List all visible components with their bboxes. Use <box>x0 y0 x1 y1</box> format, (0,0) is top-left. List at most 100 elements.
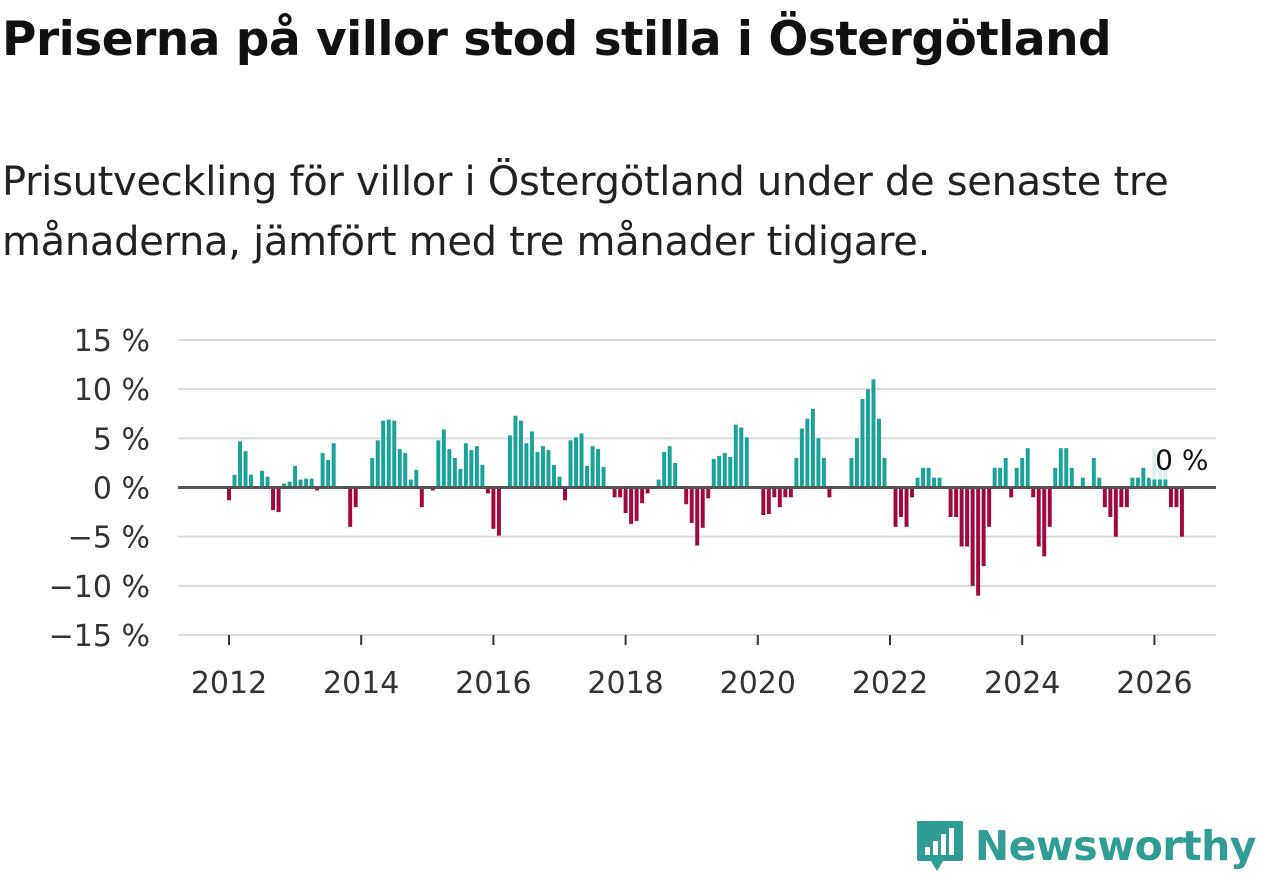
bar <box>717 456 722 488</box>
x-tick-label: 2018 <box>587 666 663 701</box>
bar <box>987 487 992 527</box>
x-tick-label: 2020 <box>720 666 796 701</box>
bar <box>249 474 254 488</box>
bar <box>243 451 248 488</box>
bar <box>733 424 738 488</box>
bar <box>540 446 545 488</box>
bar <box>629 487 634 524</box>
bar <box>794 458 799 488</box>
newsworthy-logo: Newsworthy <box>913 817 1257 875</box>
bar <box>695 487 700 546</box>
bar <box>810 408 815 488</box>
bar <box>381 420 386 488</box>
bar <box>662 452 667 488</box>
bar <box>667 446 672 488</box>
bar <box>926 467 931 488</box>
bar <box>899 487 903 517</box>
bar <box>1130 477 1135 488</box>
bar <box>816 438 821 488</box>
bar <box>788 487 793 498</box>
bar <box>1047 487 1052 527</box>
bar <box>970 487 975 586</box>
bar <box>1064 448 1069 488</box>
bar <box>761 487 766 516</box>
bar <box>921 467 926 488</box>
bar <box>1042 487 1047 557</box>
bar <box>932 477 937 488</box>
bar <box>326 459 331 488</box>
bar <box>1091 458 1096 488</box>
bar <box>640 487 645 504</box>
y-tick-label: 10 % <box>74 373 150 408</box>
bar <box>265 476 270 488</box>
bar <box>287 481 292 488</box>
bar <box>513 415 518 488</box>
bar <box>959 487 964 547</box>
bar <box>865 389 870 488</box>
bar <box>1168 487 1173 508</box>
bar <box>777 487 782 508</box>
bar <box>419 487 424 508</box>
bar <box>1097 477 1102 488</box>
bar <box>904 487 909 527</box>
bar <box>1141 467 1146 488</box>
bar <box>877 418 881 488</box>
bar <box>557 476 562 488</box>
y-tick-label: −10 % <box>49 570 150 605</box>
bar <box>976 487 981 596</box>
y-tick-label: −15 % <box>49 619 150 654</box>
x-tick-label: 2022 <box>852 666 928 701</box>
bar <box>722 453 727 488</box>
bar <box>1020 458 1025 488</box>
bar <box>783 487 788 498</box>
bar <box>309 478 314 488</box>
bar <box>1080 477 1085 488</box>
bar <box>238 441 242 488</box>
bar <box>1031 487 1036 498</box>
x-tick-label: 2014 <box>323 666 399 701</box>
bar <box>772 487 777 498</box>
bar <box>656 479 661 488</box>
bar <box>386 419 391 488</box>
x-tick-label: 2016 <box>455 666 531 701</box>
bar <box>304 478 309 488</box>
bar <box>1102 487 1107 508</box>
bar <box>623 487 628 514</box>
bar <box>766 487 771 515</box>
bar <box>860 399 865 488</box>
x-tick-label: 2026 <box>1116 666 1192 701</box>
bar <box>893 487 898 527</box>
bar <box>436 440 441 488</box>
x-axis-ticks: 2012 2014 2016 2018 2020 2022 2024 2026 <box>191 635 1193 701</box>
bar <box>403 453 408 488</box>
bar <box>414 469 419 488</box>
bar <box>700 487 705 528</box>
bar <box>1113 487 1118 537</box>
bar <box>673 462 678 488</box>
brand-name: Newsworthy <box>974 822 1257 870</box>
bar <box>1036 487 1041 547</box>
bar <box>408 479 413 488</box>
y-tick-label: −5 % <box>68 521 150 556</box>
bar <box>1135 477 1140 488</box>
bar <box>854 438 859 488</box>
bar <box>601 466 606 488</box>
bar <box>799 428 804 488</box>
bar <box>1146 477 1151 488</box>
bar <box>954 487 959 517</box>
bar <box>353 487 358 508</box>
bar <box>965 487 970 547</box>
bar <box>645 487 650 494</box>
bar <box>298 479 303 488</box>
y-tick-label: 5 % <box>93 422 150 457</box>
bar <box>552 464 556 488</box>
y-axis-tick-labels: 15 % 10 % 5 % 0 % −5 % −10 % −15 % <box>49 324 150 654</box>
bar <box>590 446 595 488</box>
bar <box>1025 448 1030 488</box>
grid-lines <box>178 339 1216 636</box>
bar <box>276 487 281 513</box>
bar <box>397 449 402 488</box>
bar <box>1003 458 1008 488</box>
bar <box>452 458 457 488</box>
newsworthy-bars-icon <box>916 821 963 871</box>
